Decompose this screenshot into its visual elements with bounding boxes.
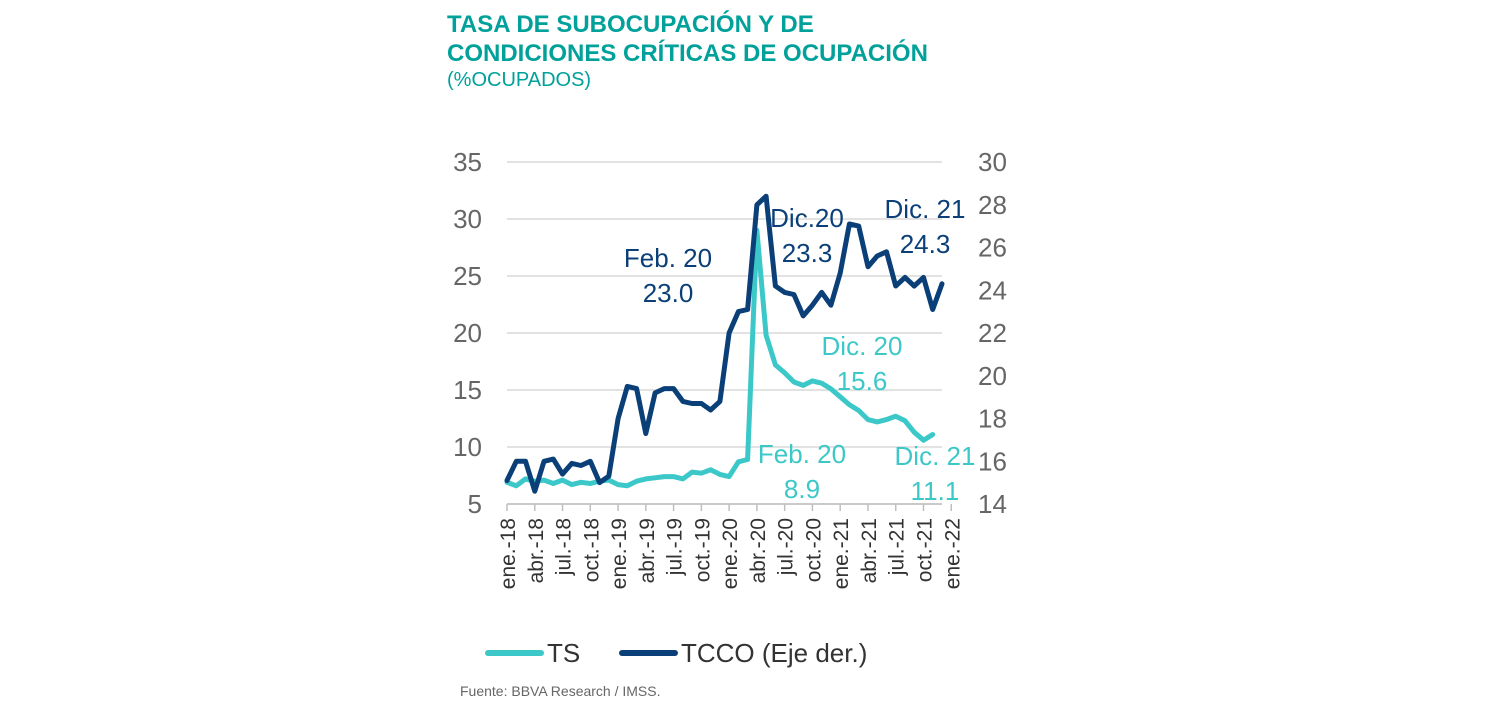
y-right-tick-label: 16 [978,446,1007,476]
x-tick-label: ene.-18 [497,518,520,589]
y-left-tick-label: 10 [453,432,482,462]
x-tick-label: ene.-20 [719,518,742,589]
y-left-tick-label: 30 [453,204,482,234]
x-tick-label: ene.-22 [941,518,964,589]
x-tick-label: jul.-20 [775,518,798,576]
y-right-tick-label: 28 [978,190,1007,220]
x-tick-label: jul.-21 [886,518,909,576]
annotation-value: 15.6 [837,366,888,396]
y-left-tick-label: 35 [453,147,482,177]
annotation-label: Dic. 20 [822,331,903,361]
x-tick-label: oct.-21 [913,518,936,582]
x-tick-label: jul.-18 [553,518,576,576]
x-tick-label: ene.-19 [608,518,631,589]
x-tick-label: oct.-19 [691,518,714,582]
annotation-value: 8.9 [784,474,820,504]
y-left-tick-label: 20 [453,318,482,348]
annotation-value: 23.0 [643,278,694,308]
x-tick-label: ene.-21 [830,518,853,589]
y-right-tick-label: 18 [978,404,1007,434]
annotation-label: Feb. 20 [624,243,712,273]
annotation-value: 23.3 [782,238,833,268]
x-tick-label: abr.-19 [636,518,659,583]
x-tick-label: abr.-20 [747,518,770,583]
chart-title: TASA DE SUBOCUPACIÓN Y DE CONDICIONES CR… [447,10,928,68]
annotation-label: Dic.20 [770,203,844,233]
x-tick-label: abr.-21 [858,518,881,583]
legend-entry: TS [547,638,580,668]
y-right-tick-label: 20 [978,361,1007,391]
chart-title-line2: CONDICIONES CRÍTICAS DE OCUPACIÓN [447,40,928,67]
series-line-tcco [504,193,945,494]
chart-subtitle: (%OCUPADOS) [447,69,592,91]
source-note: Fuente: BBVA Research / IMSS. [460,683,661,699]
x-tick-label: oct.-18 [580,518,603,582]
annotation-label: Feb. 20 [758,439,846,469]
annotation-value: 11.1 [911,476,960,506]
y-right-tick-label: 26 [978,233,1007,263]
legend-entry: TCCO (Eje der.) [681,638,867,668]
y-right-tick-label: 22 [978,318,1007,348]
y-left-tick-label: 15 [453,375,482,405]
y-right-tick-label: 30 [978,147,1007,177]
y-right-tick-label: 24 [978,275,1007,305]
x-tick-label: oct.-20 [802,518,825,582]
x-tick-label: jul.-19 [664,518,687,576]
annotation-value: 24.3 [900,229,951,259]
y-left-tick-label: 25 [453,261,482,291]
annotation-label: Dic. 21 [895,441,976,471]
annotation-label: Dic. 21 [885,194,966,224]
series-line-ts [504,227,936,489]
y-left-tick-label: 5 [468,489,482,519]
y-right-tick-label: 14 [978,489,1007,519]
chart-title-line1: TASA DE SUBOCUPACIÓN Y DE [447,11,814,38]
x-tick-label: abr.-18 [525,518,548,583]
